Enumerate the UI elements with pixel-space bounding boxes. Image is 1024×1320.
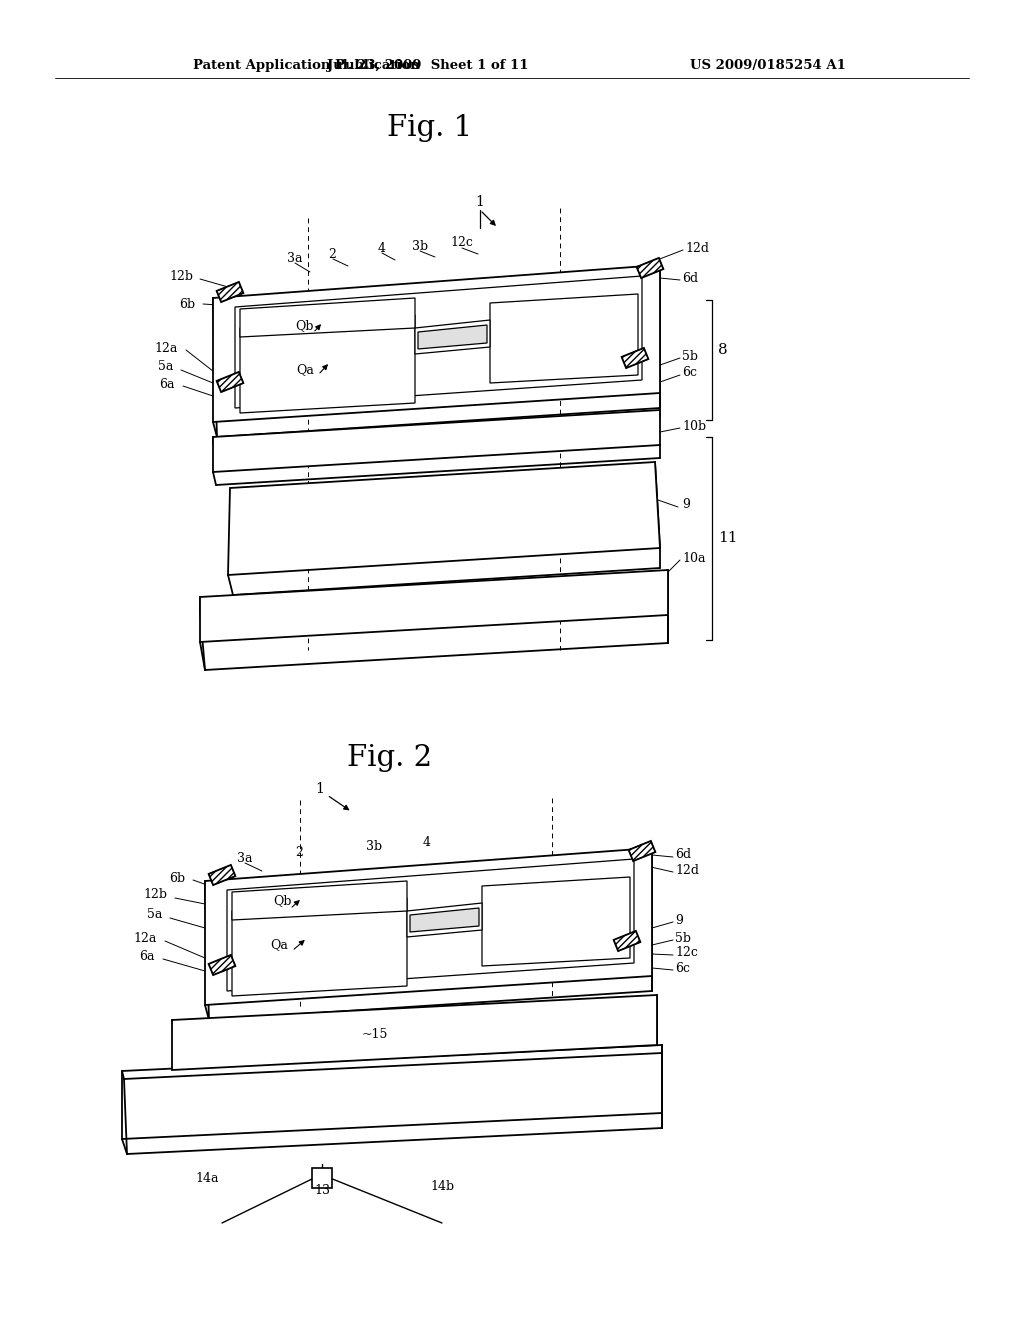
Polygon shape: [232, 880, 407, 920]
Polygon shape: [622, 348, 648, 368]
Text: 3b: 3b: [366, 840, 382, 853]
Polygon shape: [240, 298, 415, 337]
Polygon shape: [613, 931, 640, 950]
Text: Patent Application Publication: Patent Application Publication: [193, 58, 420, 71]
Polygon shape: [410, 908, 479, 932]
Text: Qb: Qb: [272, 895, 291, 908]
Text: 3a: 3a: [288, 252, 303, 264]
Text: 2: 2: [295, 846, 303, 858]
Text: 5a: 5a: [146, 908, 162, 921]
Text: 3a: 3a: [238, 851, 253, 865]
Text: Fig. 1: Fig. 1: [387, 114, 472, 143]
Text: 12a: 12a: [133, 932, 157, 945]
Polygon shape: [415, 319, 490, 354]
Polygon shape: [217, 372, 244, 392]
Polygon shape: [122, 1045, 662, 1139]
Polygon shape: [227, 859, 634, 991]
Text: 14a: 14a: [196, 1172, 219, 1185]
Polygon shape: [217, 282, 244, 302]
Text: 12d: 12d: [685, 242, 709, 255]
Text: 6a: 6a: [160, 378, 175, 391]
Text: 2: 2: [328, 248, 336, 260]
Polygon shape: [240, 315, 415, 413]
Text: 3b: 3b: [412, 239, 428, 252]
Text: 12a: 12a: [155, 342, 178, 355]
Polygon shape: [209, 954, 236, 975]
Text: 8: 8: [718, 343, 728, 356]
Text: ~15: ~15: [362, 1028, 388, 1041]
Text: 6d: 6d: [675, 849, 691, 862]
Polygon shape: [213, 265, 660, 422]
Text: 10b: 10b: [682, 420, 707, 433]
Text: 5b: 5b: [675, 932, 691, 945]
Text: 12d: 12d: [675, 863, 699, 876]
Polygon shape: [637, 257, 664, 279]
Text: 6c: 6c: [682, 367, 697, 380]
Text: 6c: 6c: [675, 961, 690, 974]
Text: 12b: 12b: [143, 888, 167, 902]
Polygon shape: [232, 898, 407, 997]
Text: 12c: 12c: [451, 236, 473, 249]
Text: 14b: 14b: [430, 1180, 454, 1193]
Text: 6a: 6a: [139, 949, 155, 962]
Text: 4: 4: [378, 242, 386, 255]
Text: 11: 11: [718, 531, 737, 545]
Text: US 2009/0185254 A1: US 2009/0185254 A1: [690, 58, 846, 71]
Polygon shape: [418, 325, 487, 348]
Polygon shape: [490, 294, 638, 383]
Polygon shape: [407, 903, 482, 937]
Polygon shape: [205, 847, 652, 1005]
Polygon shape: [629, 841, 655, 861]
Text: 6d: 6d: [682, 272, 698, 285]
Text: 1: 1: [315, 781, 325, 796]
Text: 12b: 12b: [169, 271, 193, 284]
Text: Qb: Qb: [296, 319, 314, 333]
Text: 13: 13: [314, 1184, 330, 1197]
Text: 9: 9: [675, 913, 683, 927]
Polygon shape: [482, 876, 630, 966]
Text: 4: 4: [423, 837, 431, 850]
Polygon shape: [172, 995, 657, 1071]
Text: 6b: 6b: [169, 871, 185, 884]
Text: 9: 9: [682, 499, 690, 511]
Polygon shape: [209, 865, 236, 884]
Text: 5a: 5a: [158, 360, 173, 374]
Polygon shape: [312, 1168, 332, 1188]
Text: Qa: Qa: [296, 363, 314, 376]
Text: Fig. 2: Fig. 2: [347, 744, 432, 772]
Text: Jul. 23, 2009  Sheet 1 of 11: Jul. 23, 2009 Sheet 1 of 11: [328, 58, 528, 71]
Polygon shape: [228, 462, 660, 576]
Text: 5b: 5b: [682, 350, 698, 363]
Polygon shape: [213, 411, 660, 473]
Text: 12c: 12c: [675, 946, 698, 960]
Text: 6b: 6b: [179, 297, 195, 310]
Polygon shape: [200, 570, 668, 642]
Text: 1: 1: [475, 195, 484, 209]
Polygon shape: [234, 276, 642, 408]
Text: Qa: Qa: [270, 939, 288, 952]
Text: 10a: 10a: [682, 552, 706, 565]
